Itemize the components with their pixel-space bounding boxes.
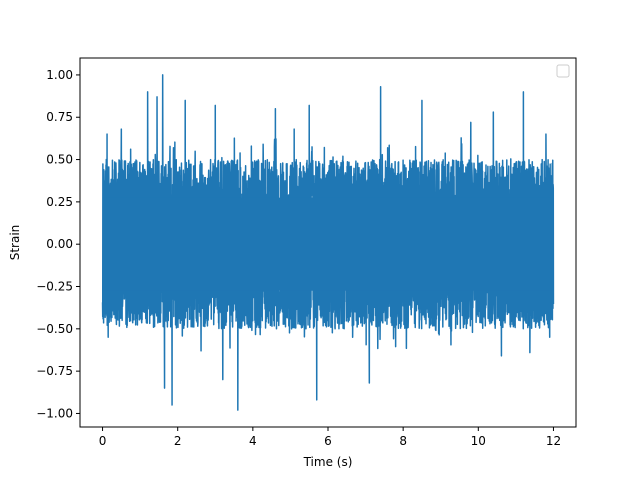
x-tick-label: 6: [324, 434, 332, 448]
x-tick-label: 0: [99, 434, 107, 448]
x-axis-label: Time (s): [303, 455, 353, 469]
y-axis-label: Strain: [8, 225, 22, 261]
x-tick-label: 4: [249, 434, 257, 448]
y-axis: −1.00 −0.75 −0.50 −0.25 0.00 0.25 0.50 0.75 1.00: [36, 68, 80, 420]
x-tick-label: 12: [546, 434, 561, 448]
y-tick-label: 0.50: [46, 153, 73, 167]
series-layer: [101, 74, 555, 411]
y-tick-label: 0.75: [46, 110, 73, 124]
y-tick-label: −0.75: [36, 364, 73, 378]
x-tick-label: 10: [471, 434, 486, 448]
series-line: [101, 74, 555, 411]
x-tick-label: 2: [174, 434, 182, 448]
y-tick-label: 0.25: [46, 195, 73, 209]
y-tick-label: 0.00: [46, 237, 73, 251]
legend-box: [556, 64, 570, 78]
x-tick-label: 8: [399, 434, 407, 448]
x-axis: 0 2 4 6 8 10 12: [99, 427, 561, 448]
y-tick-label: −0.50: [36, 322, 73, 336]
series-core-band: [102, 197, 554, 291]
y-tick-label: −0.25: [36, 280, 73, 294]
y-tick-label: −1.00: [36, 406, 73, 420]
y-tick-label: 1.00: [46, 68, 73, 82]
